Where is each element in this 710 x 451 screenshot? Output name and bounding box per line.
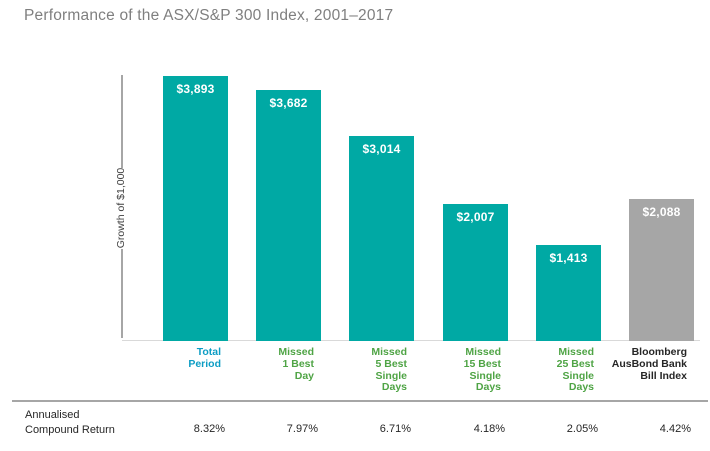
annualised-return-value: 2.05% <box>566 423 598 435</box>
bar-value-label: $3,014 <box>362 142 401 156</box>
category-label: Missed 5 Best Single Days <box>371 346 407 394</box>
y-axis-line-upper <box>121 75 123 168</box>
bar-1: $3,893 <box>163 76 228 341</box>
bar-value-label: $2,088 <box>642 205 681 219</box>
footer-separator-line <box>12 400 708 402</box>
bar-2: $3,682 <box>256 90 321 341</box>
annualised-return-value: 4.42% <box>659 423 691 435</box>
y-axis-line-lower <box>121 249 123 338</box>
category-label: Missed 25 Best Single Days <box>556 346 594 394</box>
bar-5: $1,413 <box>536 245 601 341</box>
category-label: Total Period <box>188 346 221 370</box>
footer-row-label: Annualised Compound Return <box>25 409 115 436</box>
bar-6: $2,088 <box>629 199 694 341</box>
chart-title: Performance of the ASX/S&P 300 Index, 20… <box>24 7 394 24</box>
annualised-return-value: 8.32% <box>193 423 225 435</box>
category-label: Bloomberg AusBond Bank Bill Index <box>611 346 687 382</box>
bar-value-label: $1,413 <box>549 251 588 265</box>
bar-4: $2,007 <box>443 204 508 341</box>
bar-value-label: $2,007 <box>456 210 495 224</box>
annualised-return-value: 6.71% <box>379 423 411 435</box>
category-label: Missed 15 Best Single Days <box>463 346 501 394</box>
annualised-return-value: 4.18% <box>473 423 505 435</box>
bar-3: $3,014 <box>349 136 414 341</box>
annualised-return-value: 7.97% <box>286 423 318 435</box>
category-label: Missed 1 Best Day <box>278 346 314 382</box>
bar-value-label: $3,682 <box>269 96 308 110</box>
bar-value-label: $3,893 <box>176 82 215 96</box>
